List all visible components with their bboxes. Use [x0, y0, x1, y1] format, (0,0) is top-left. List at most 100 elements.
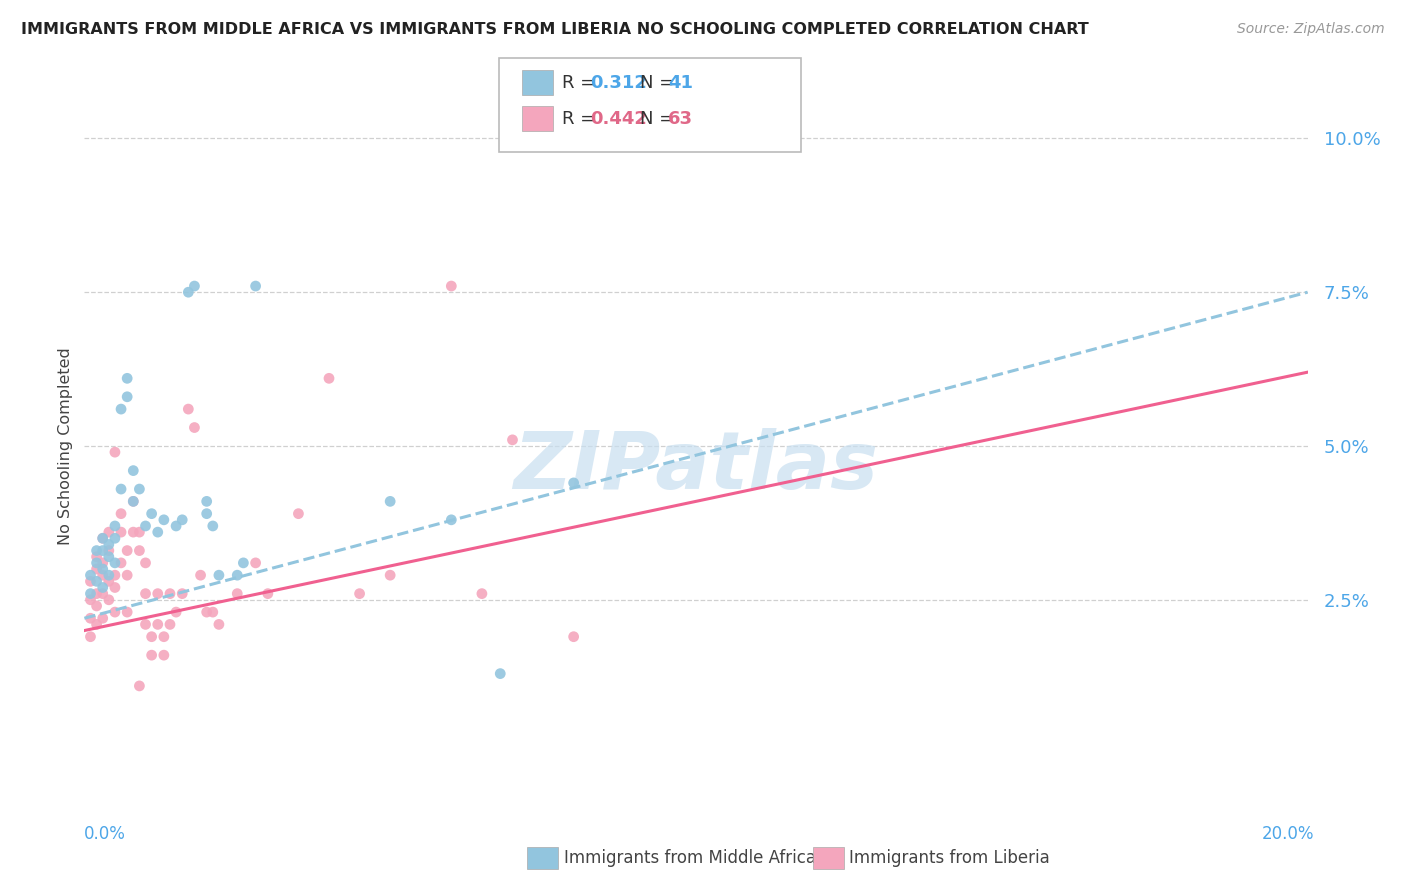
Text: 20.0%: 20.0%	[1263, 825, 1315, 843]
Text: Source: ZipAtlas.com: Source: ZipAtlas.com	[1237, 22, 1385, 37]
Point	[502, 433, 524, 447]
Point	[91, 562, 114, 576]
Point	[177, 402, 200, 417]
Point	[141, 507, 163, 521]
Point	[245, 556, 267, 570]
Point	[104, 519, 127, 533]
Text: 0.442: 0.442	[591, 110, 647, 128]
Point	[226, 587, 249, 601]
Point	[141, 648, 163, 662]
Text: R =: R =	[562, 110, 602, 128]
Point	[104, 445, 127, 459]
Point	[159, 617, 181, 632]
Point	[86, 556, 108, 570]
Point	[153, 513, 176, 527]
Point	[97, 568, 120, 582]
Point	[110, 507, 132, 521]
Point	[172, 513, 194, 527]
Point	[562, 475, 585, 490]
Point	[79, 574, 101, 589]
Point	[104, 605, 127, 619]
Point	[97, 537, 120, 551]
Point	[201, 519, 224, 533]
Text: IMMIGRANTS FROM MIDDLE AFRICA VS IMMIGRANTS FROM LIBERIA NO SCHOOLING COMPLETED : IMMIGRANTS FROM MIDDLE AFRICA VS IMMIGRA…	[21, 22, 1088, 37]
Point	[128, 679, 150, 693]
Point	[128, 543, 150, 558]
Point	[91, 556, 114, 570]
Text: Immigrants from Liberia: Immigrants from Liberia	[849, 849, 1050, 867]
Point	[226, 568, 249, 582]
Text: 0.0%: 0.0%	[84, 825, 127, 843]
Point	[91, 568, 114, 582]
Point	[153, 648, 176, 662]
Point	[195, 605, 218, 619]
Point	[79, 592, 101, 607]
Point	[349, 587, 371, 601]
Point	[257, 587, 280, 601]
Point	[177, 285, 200, 300]
Point	[195, 507, 218, 521]
Point	[153, 630, 176, 644]
Text: Immigrants from Middle Africa: Immigrants from Middle Africa	[564, 849, 815, 867]
Point	[104, 531, 127, 545]
Point	[146, 525, 169, 540]
Text: N =: N =	[640, 110, 679, 128]
Point	[208, 617, 231, 632]
Point	[128, 482, 150, 496]
Point	[208, 568, 231, 582]
Point	[172, 587, 194, 601]
Point	[440, 279, 463, 293]
Point	[146, 617, 169, 632]
Point	[287, 507, 309, 521]
Point	[135, 617, 157, 632]
Text: 63: 63	[668, 110, 693, 128]
Point	[135, 556, 157, 570]
Point	[91, 531, 114, 545]
Point	[91, 581, 114, 595]
Point	[122, 464, 145, 478]
Point	[97, 549, 120, 564]
Point	[86, 617, 108, 632]
Point	[79, 587, 101, 601]
Text: 0.312: 0.312	[591, 74, 647, 92]
Point	[380, 568, 402, 582]
Point	[91, 611, 114, 625]
Point	[79, 568, 101, 582]
Point	[97, 525, 120, 540]
Text: N =: N =	[640, 74, 679, 92]
Point	[440, 513, 463, 527]
Point	[91, 543, 114, 558]
Point	[115, 390, 138, 404]
Point	[159, 587, 181, 601]
Point	[183, 420, 205, 434]
Point	[91, 587, 114, 601]
Point	[146, 587, 169, 601]
Point	[86, 549, 108, 564]
Point	[141, 630, 163, 644]
Point	[110, 402, 132, 417]
Point	[232, 556, 254, 570]
Point	[183, 279, 205, 293]
Point	[79, 611, 101, 625]
Point	[110, 556, 132, 570]
Point	[135, 587, 157, 601]
Point	[489, 666, 512, 681]
Point	[104, 556, 127, 570]
Point	[245, 279, 267, 293]
Point	[122, 525, 145, 540]
Point	[97, 592, 120, 607]
Point	[165, 605, 187, 619]
Point	[110, 525, 132, 540]
Point	[318, 371, 340, 385]
Point	[97, 543, 120, 558]
Point	[86, 587, 108, 601]
Point	[86, 599, 108, 613]
Point	[122, 494, 145, 508]
Point	[104, 581, 127, 595]
Point	[115, 568, 138, 582]
Point	[128, 525, 150, 540]
Point	[97, 574, 120, 589]
Point	[201, 605, 224, 619]
Point	[195, 494, 218, 508]
Point	[86, 543, 108, 558]
